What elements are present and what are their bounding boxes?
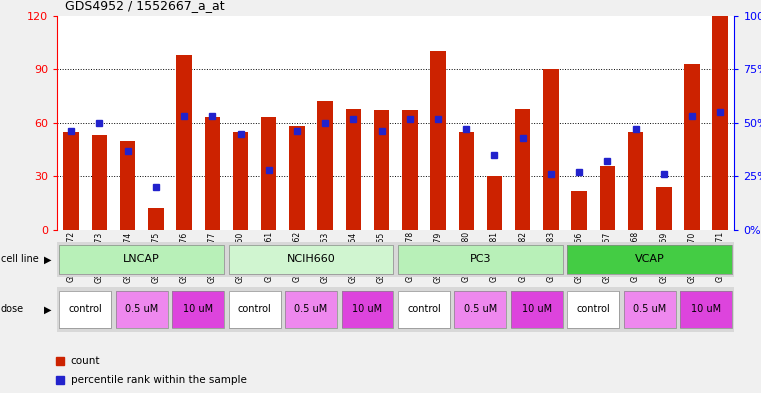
Bar bbox=[567, 290, 619, 329]
Bar bbox=[600, 165, 615, 230]
Text: 0.5 uM: 0.5 uM bbox=[463, 305, 497, 314]
Text: control: control bbox=[576, 305, 610, 314]
Bar bbox=[59, 244, 224, 274]
Bar bbox=[515, 108, 530, 230]
Bar bbox=[680, 290, 732, 329]
Bar bbox=[398, 290, 450, 329]
Bar bbox=[398, 244, 563, 274]
Bar bbox=[454, 290, 506, 329]
Bar bbox=[59, 290, 111, 329]
Bar bbox=[628, 132, 643, 230]
Bar bbox=[228, 290, 281, 329]
Bar bbox=[261, 118, 276, 230]
Bar bbox=[233, 132, 248, 230]
Text: 10 uM: 10 uM bbox=[183, 305, 213, 314]
Text: PC3: PC3 bbox=[470, 254, 491, 264]
Bar bbox=[684, 64, 700, 230]
Bar bbox=[543, 69, 559, 230]
Text: 10 uM: 10 uM bbox=[691, 305, 721, 314]
Bar bbox=[172, 290, 224, 329]
Text: VCAP: VCAP bbox=[635, 254, 664, 264]
Bar bbox=[345, 108, 361, 230]
Text: 0.5 uM: 0.5 uM bbox=[633, 305, 667, 314]
Bar bbox=[624, 290, 676, 329]
Bar bbox=[567, 244, 732, 274]
Bar bbox=[116, 290, 167, 329]
Text: LNCAP: LNCAP bbox=[123, 254, 160, 264]
Bar bbox=[116, 290, 167, 329]
Bar bbox=[205, 118, 220, 230]
Bar bbox=[398, 244, 563, 274]
Text: 0.5 uM: 0.5 uM bbox=[295, 305, 328, 314]
Text: dose: dose bbox=[1, 305, 24, 314]
Bar bbox=[712, 16, 728, 230]
Bar bbox=[228, 244, 393, 274]
Bar bbox=[120, 141, 135, 230]
Bar bbox=[317, 101, 333, 230]
Text: cell line: cell line bbox=[1, 254, 39, 264]
Text: ▶: ▶ bbox=[44, 254, 52, 264]
Bar bbox=[59, 244, 224, 274]
Bar bbox=[59, 290, 111, 329]
Bar bbox=[487, 176, 502, 230]
Text: count: count bbox=[71, 356, 100, 366]
Bar bbox=[285, 290, 337, 329]
Text: 10 uM: 10 uM bbox=[522, 305, 552, 314]
Text: control: control bbox=[68, 305, 102, 314]
Bar bbox=[680, 290, 732, 329]
Bar bbox=[624, 290, 676, 329]
Text: control: control bbox=[237, 305, 272, 314]
Bar bbox=[63, 132, 79, 230]
Text: control: control bbox=[407, 305, 441, 314]
Bar bbox=[511, 290, 563, 329]
Text: 10 uM: 10 uM bbox=[352, 305, 383, 314]
Bar bbox=[430, 51, 446, 230]
Text: ▶: ▶ bbox=[44, 305, 52, 314]
Bar bbox=[289, 127, 304, 230]
Bar bbox=[567, 244, 732, 274]
Bar bbox=[459, 132, 474, 230]
Bar bbox=[511, 290, 563, 329]
Bar bbox=[398, 290, 450, 329]
Text: NCIH660: NCIH660 bbox=[287, 254, 336, 264]
Bar bbox=[148, 208, 164, 230]
Bar bbox=[342, 290, 393, 329]
Bar bbox=[374, 110, 390, 230]
Text: percentile rank within the sample: percentile rank within the sample bbox=[71, 375, 247, 386]
Bar bbox=[342, 290, 393, 329]
Bar bbox=[228, 290, 281, 329]
Bar bbox=[454, 290, 506, 329]
Text: GDS4952 / 1552667_a_at: GDS4952 / 1552667_a_at bbox=[65, 0, 224, 12]
Bar bbox=[285, 290, 337, 329]
Bar bbox=[572, 191, 587, 230]
Text: 0.5 uM: 0.5 uM bbox=[125, 305, 158, 314]
Bar bbox=[91, 135, 107, 230]
Bar bbox=[228, 244, 393, 274]
Bar bbox=[656, 187, 671, 230]
Bar bbox=[402, 110, 418, 230]
Bar bbox=[172, 290, 224, 329]
Bar bbox=[177, 55, 192, 230]
Bar bbox=[567, 290, 619, 329]
